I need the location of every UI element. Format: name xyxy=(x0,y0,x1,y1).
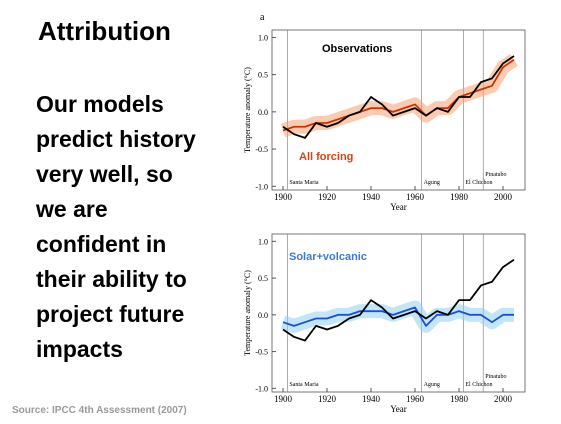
y-axis-label: Temperature anomaly (°C) xyxy=(243,270,252,356)
y-tick-label: 1.0 xyxy=(258,33,268,42)
body-line: very well, so xyxy=(36,161,173,187)
volcano-label: Pinatubo xyxy=(485,172,506,178)
x-tick-label: 2000 xyxy=(494,192,513,202)
y-tick-label: -0.5 xyxy=(255,348,268,357)
volcano-label: El Chichon xyxy=(465,382,492,388)
x-axis-label: Year xyxy=(390,202,407,212)
y-tick-label: -0.5 xyxy=(255,145,268,154)
series-line xyxy=(282,306,514,327)
y-tick-label: -1.0 xyxy=(255,182,268,191)
series-line xyxy=(282,59,515,132)
slide-title: Attribution xyxy=(38,16,171,46)
x-tick-label: 2000 xyxy=(494,394,513,404)
plot-frame xyxy=(271,29,526,191)
x-tick-label: 1900 xyxy=(274,192,293,202)
volcano-label: Agung xyxy=(424,180,440,186)
volcano-label: Pinatubo xyxy=(485,374,506,380)
body-line: their ability to xyxy=(36,266,187,292)
body-line: Our models xyxy=(36,91,164,117)
body-line: predict history xyxy=(36,126,196,152)
body-line: project future xyxy=(36,301,184,327)
model-spread xyxy=(280,53,518,138)
y-tick-label: 1.0 xyxy=(258,237,268,246)
plot-frame xyxy=(271,233,526,393)
panel-label: a xyxy=(260,12,265,23)
volcano-label: Santa Maria xyxy=(289,180,318,186)
x-tick-label: 1980 xyxy=(450,192,469,202)
volcano-label: Santa Maria xyxy=(289,382,318,388)
series-label: All forcing xyxy=(299,151,353,163)
series-label: Observations xyxy=(322,43,392,55)
x-tick-label: 1960 xyxy=(406,394,425,404)
y-tick-label: 0.5 xyxy=(258,71,268,80)
y-tick-label: 0.0 xyxy=(258,108,268,117)
x-tick-label: 1960 xyxy=(406,192,425,202)
x-tick-label: 1940 xyxy=(362,192,381,202)
y-tick-label: 0.5 xyxy=(258,274,268,283)
source: Source: IPCC 4th Assessment (2007) xyxy=(12,405,187,416)
x-tick-label: 1920 xyxy=(318,394,337,404)
volcano-label: Agung xyxy=(424,382,440,388)
x-tick-label: 1940 xyxy=(362,394,381,404)
x-tick-label: 1900 xyxy=(274,394,293,404)
x-axis-label: Year xyxy=(390,404,407,414)
x-tick-label: 1920 xyxy=(318,192,337,202)
y-tick-label: -1.0 xyxy=(255,384,268,393)
body-line: impacts xyxy=(36,336,123,362)
x-tick-label: 1980 xyxy=(450,394,469,404)
y-tick-label: 0.0 xyxy=(258,311,268,320)
y-axis-label: Temperature anomaly (°C) xyxy=(243,67,252,153)
volcano-label: El Chichon xyxy=(465,180,492,186)
body-line: confident in xyxy=(36,231,166,257)
body-line: we are xyxy=(35,196,108,222)
series-label: Solar+volcanic xyxy=(289,251,367,263)
series-line xyxy=(282,55,515,139)
series-line xyxy=(282,258,515,342)
